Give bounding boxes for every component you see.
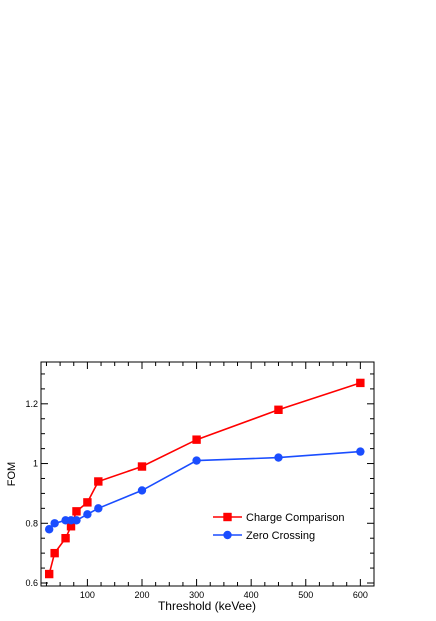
legend: Charge Comparison Zero Crossing [213, 512, 344, 542]
plot-frame [40, 361, 375, 587]
x-tick-label: 200 [134, 590, 149, 600]
data-point [44, 569, 54, 579]
data-point [72, 507, 81, 516]
legend-label: Zero Crossing [246, 530, 315, 542]
data-point [192, 456, 201, 465]
x-tick-label: 100 [80, 590, 95, 600]
legend-item: Zero Crossing [213, 530, 315, 542]
series-zero-crossing [44, 447, 365, 534]
x-tick-label: 500 [298, 590, 313, 600]
data-point [83, 498, 92, 507]
axis-ticks [41, 362, 374, 586]
data-point [274, 453, 283, 462]
legend-item: Charge Comparison [213, 512, 344, 524]
data-point [66, 522, 76, 531]
series-charge-comparison [44, 378, 365, 579]
data-point [50, 519, 59, 528]
x-tick-label: 400 [244, 590, 259, 600]
x-tick-label: 600 [353, 590, 368, 600]
data-point [44, 525, 54, 534]
data-point [192, 435, 201, 444]
data-point [137, 462, 147, 471]
y-tick-label: 0.8 [25, 518, 38, 528]
x-tick-label: 300 [189, 590, 204, 600]
y-tick-label: 1.2 [25, 399, 38, 409]
series-layer [44, 378, 365, 579]
y-tick-label: 0.6 [25, 578, 38, 588]
legend-label: Charge Comparison [246, 512, 344, 524]
data-point [94, 504, 103, 513]
legend-marker [223, 530, 232, 540]
data-point [83, 510, 92, 519]
data-point [94, 477, 103, 486]
y-axis-label: FOM [6, 462, 18, 486]
x-axis-label: Threshold (keVee) [158, 599, 256, 613]
y-tick-label: 1 [33, 459, 38, 469]
data-point [72, 516, 81, 525]
data-point [356, 378, 365, 388]
data-point [356, 447, 365, 456]
data-point [274, 405, 283, 414]
legend-marker [223, 512, 232, 522]
data-point [50, 548, 59, 558]
data-point [61, 534, 70, 543]
tick-labels: 100 200 300 400 500 600 0.6 0.8 1 1.2 [25, 399, 367, 600]
data-point [137, 486, 147, 495]
